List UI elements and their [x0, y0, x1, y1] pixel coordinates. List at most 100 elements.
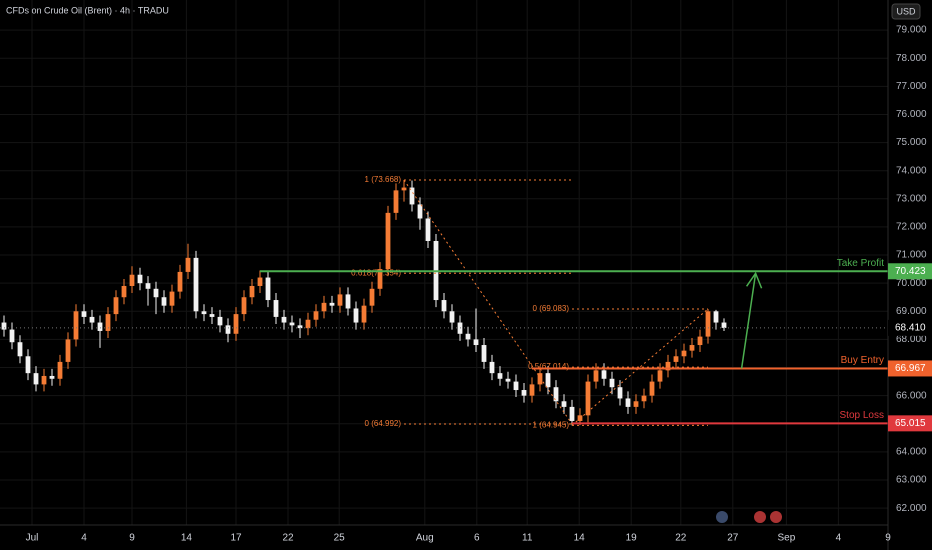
x-tick-label: 9 — [129, 533, 135, 544]
candle-body — [209, 314, 215, 317]
candle-body — [401, 187, 407, 191]
event-icon[interactable] — [770, 511, 782, 523]
candle-body — [25, 356, 31, 374]
candle-body — [409, 187, 415, 205]
candle-body — [169, 291, 175, 306]
x-tick-label: 14 — [181, 533, 193, 544]
level-price: 65.015 — [895, 418, 926, 429]
y-tick-label: 68.000 — [896, 334, 927, 345]
y-tick-label: 79.000 — [896, 25, 927, 36]
candle-body — [569, 406, 575, 421]
candle-body — [161, 297, 167, 306]
candle-body — [705, 311, 711, 337]
x-tick-label: 4 — [81, 533, 87, 544]
candle-body — [385, 212, 391, 270]
y-tick-label: 75.000 — [896, 137, 927, 148]
event-icon[interactable] — [716, 511, 728, 523]
level-price: 70.423 — [895, 266, 926, 277]
x-tick-label: 6 — [474, 533, 480, 544]
y-tick-label: 66.000 — [896, 390, 927, 401]
candle-body — [529, 384, 535, 396]
candle-body — [1, 322, 7, 330]
y-tick-label: 71.000 — [896, 250, 927, 261]
candle-body — [17, 342, 23, 357]
candle-body — [689, 345, 695, 351]
candle-body — [425, 218, 431, 241]
candle-body — [225, 325, 231, 334]
candle-body — [641, 395, 647, 402]
candle-body — [217, 316, 223, 326]
candle-body — [241, 297, 247, 315]
x-tick-label: 27 — [727, 533, 739, 544]
x-tick-label: 17 — [230, 533, 242, 544]
candle-body — [449, 311, 455, 323]
y-tick-label: 76.000 — [896, 109, 927, 120]
candle-body — [537, 373, 543, 385]
candle-body — [625, 398, 631, 407]
x-tick-label: 11 — [522, 533, 533, 544]
candle-body — [257, 277, 263, 286]
y-tick-label: 72.000 — [896, 222, 927, 233]
y-tick-label: 73.000 — [896, 193, 927, 204]
candle-body — [649, 381, 655, 396]
level-badge — [888, 263, 932, 280]
candle-body — [137, 274, 143, 284]
candle-body — [497, 373, 503, 379]
candle-body — [665, 361, 671, 371]
x-tick-label: 4 — [836, 533, 842, 544]
y-tick-label: 74.000 — [896, 165, 927, 176]
candle-body — [9, 329, 15, 343]
y-tick-label: 64.000 — [896, 447, 927, 458]
y-tick-label: 78.000 — [896, 53, 927, 64]
candle-body — [713, 311, 719, 323]
x-tick-label: Jul — [26, 533, 39, 544]
candle-body — [561, 401, 567, 407]
candle-body — [481, 345, 487, 362]
candle-body — [65, 339, 71, 362]
candle-body — [681, 350, 687, 357]
plot: 1 (73.668) 0.618(70.354) 0 (64.992) 1 (64.9… — [0, 175, 888, 429]
last-price-label: 68.410 — [895, 323, 926, 334]
target-arrow-head — [745, 271, 763, 289]
candle-body — [601, 370, 607, 379]
event-icon[interactable] — [754, 511, 766, 523]
candle-body — [73, 311, 79, 340]
level-price: 66.967 — [895, 363, 926, 374]
candle-body — [513, 381, 519, 391]
level-badge — [888, 415, 932, 432]
candle-body — [289, 322, 295, 326]
candle-body — [265, 277, 271, 301]
x-tick-label: Aug — [416, 533, 434, 544]
candle-body — [129, 274, 135, 286]
fib-label: 0 (64.992) — [365, 419, 402, 428]
level-badge — [888, 360, 932, 377]
candle-body — [305, 319, 311, 329]
candle-body — [417, 204, 423, 219]
candle-body — [81, 311, 87, 317]
fib-label: 1 (73.668) — [365, 175, 402, 184]
y-tick-label: 70.000 — [896, 278, 927, 289]
candle-body — [369, 288, 375, 306]
candle-body — [97, 322, 103, 331]
candle-body — [377, 269, 383, 289]
candle-body — [633, 401, 639, 407]
candle-body — [145, 283, 151, 289]
fib-label: 0.5(67.014) — [528, 362, 569, 371]
candle-body — [321, 302, 327, 312]
candle-body — [489, 361, 495, 374]
candle-body — [441, 300, 447, 312]
candle-body — [721, 322, 727, 328]
candle-body — [41, 375, 47, 385]
level-name: Buy Entry — [841, 355, 884, 366]
candle-body — [545, 373, 551, 388]
currency-box[interactable] — [891, 3, 921, 20]
x-tick-label: Sep — [778, 533, 796, 544]
candle-body — [697, 336, 703, 346]
fib-label: 0.618(70.354) — [351, 268, 401, 277]
x-tick-label: 22 — [675, 533, 687, 544]
candle-body — [297, 325, 303, 329]
candle-body — [281, 316, 287, 323]
